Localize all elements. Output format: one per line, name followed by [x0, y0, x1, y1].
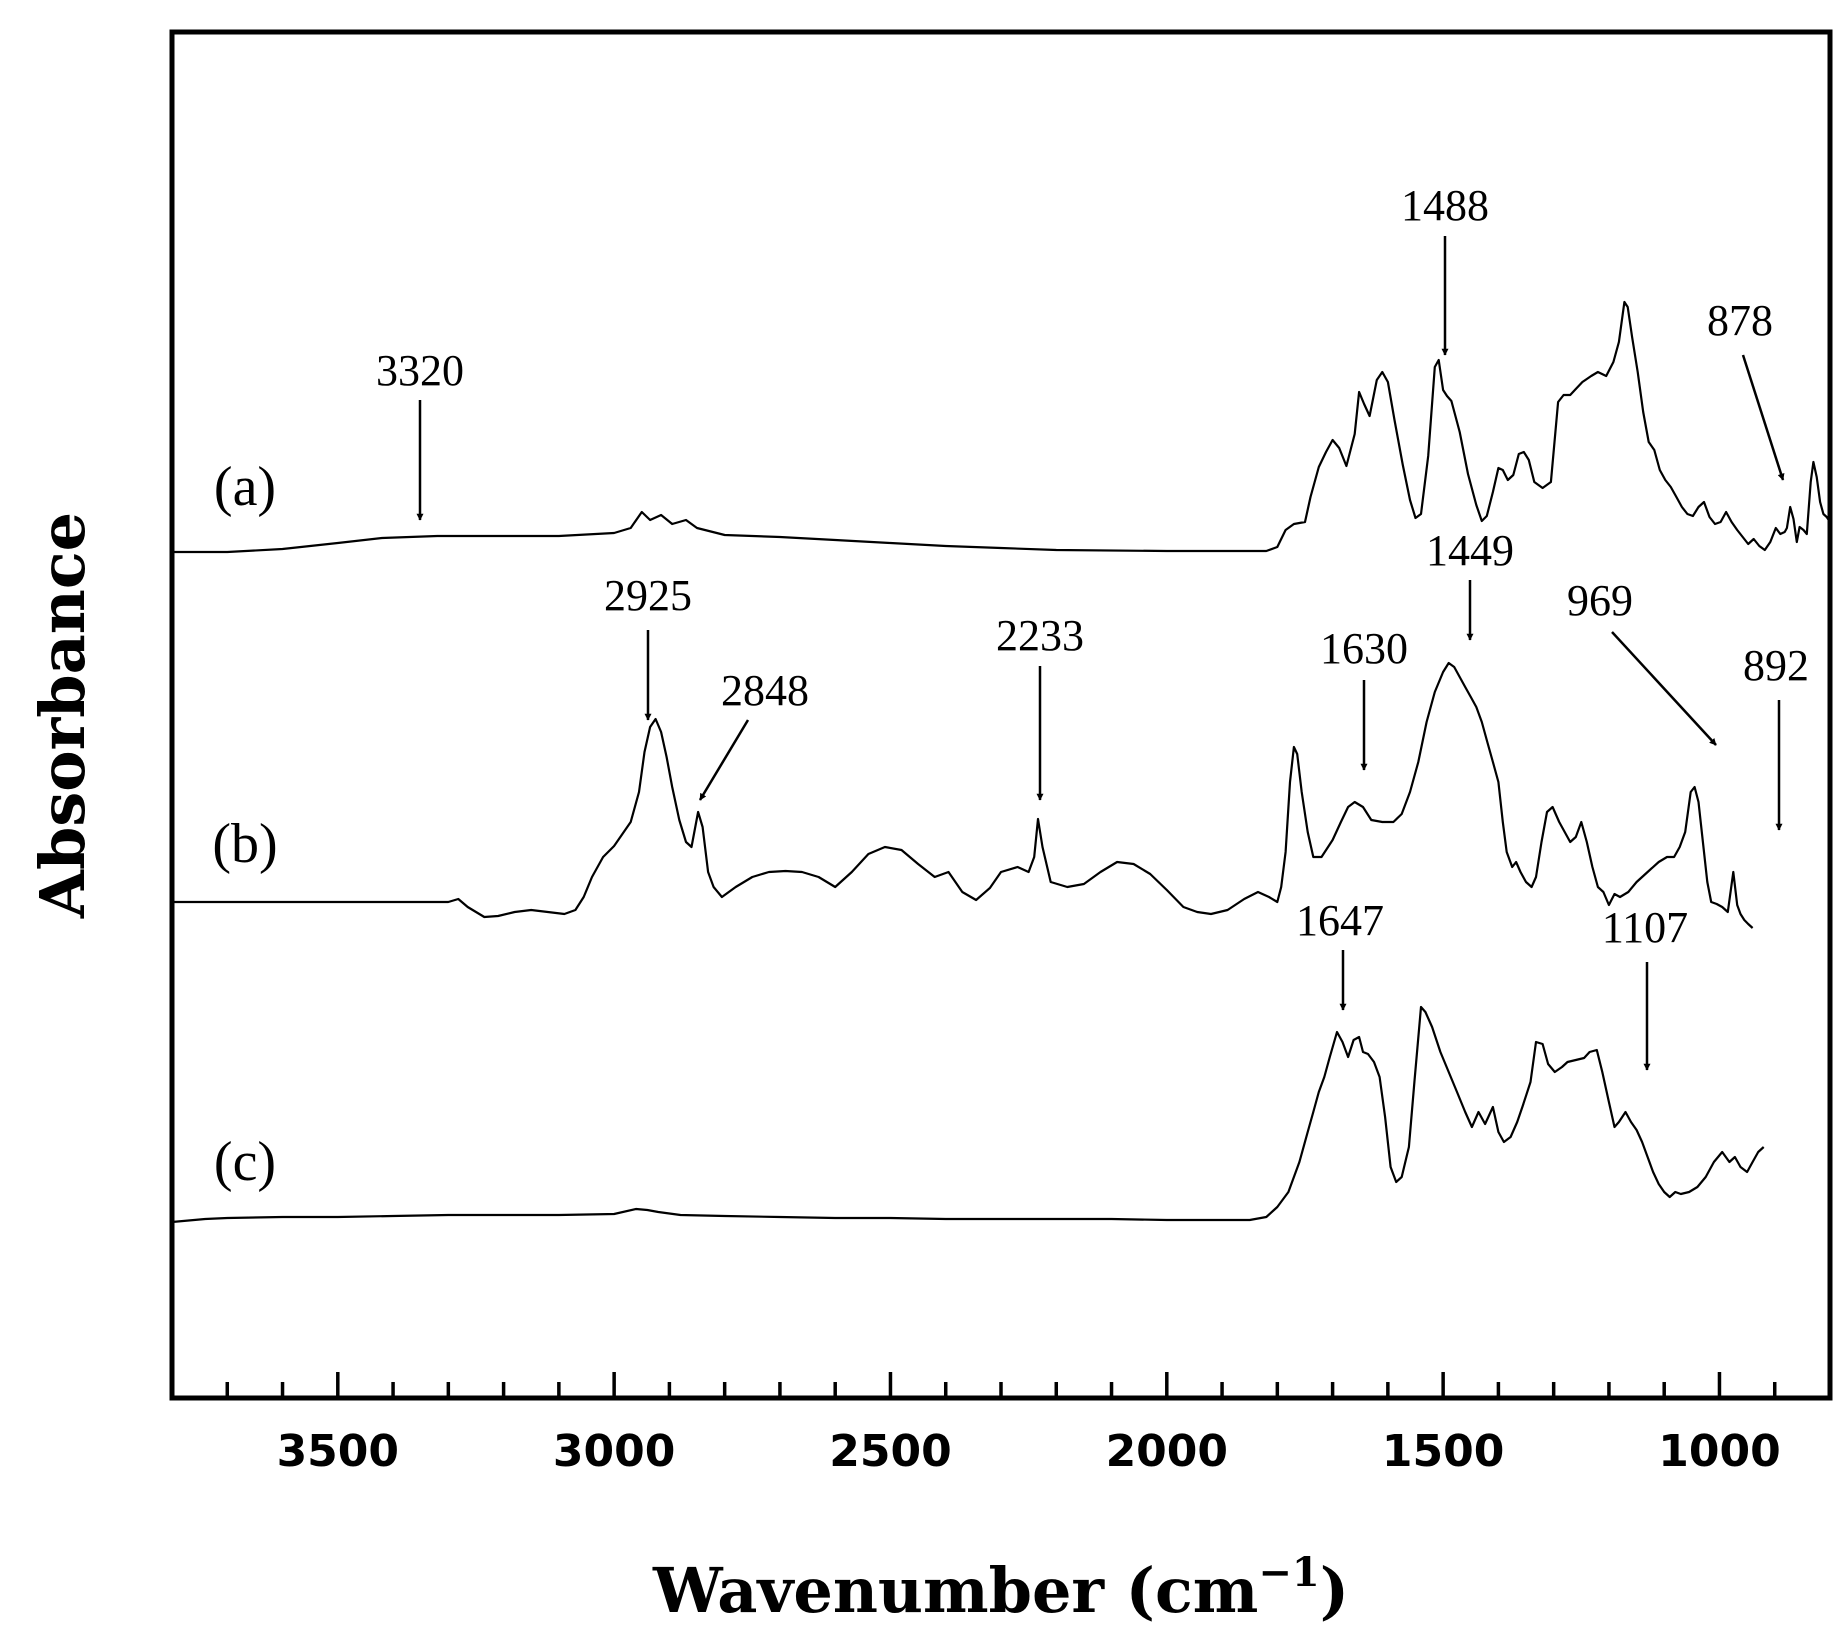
x-tick-label-3000: 3000: [553, 1426, 675, 1477]
annotation-label-1107: 1107: [1602, 903, 1688, 952]
annotation-layer: 3320 1488 878 2925 2848 2233 1630 1449 969 892 164…: [376, 181, 1809, 1071]
annotation-label-878: 878: [1707, 296, 1773, 345]
y-axis-title: Absorbance: [26, 512, 99, 919]
x-axis: 3500 3000 2500 2000 1500 1000: [225, 1372, 1781, 1477]
series-label-a: (a): [214, 456, 276, 518]
annotation-arrow-878: [1741, 354, 1785, 481]
annotation-label-1488: 1488: [1401, 181, 1489, 230]
x-axis-title-main: Wavenumber (cm: [652, 1554, 1258, 1627]
annotation-label-1630: 1630: [1320, 624, 1408, 673]
series-line-b: [172, 661, 1754, 929]
annotation-arrow-2848: [698, 719, 750, 801]
x-tick-label-2000: 2000: [1106, 1426, 1228, 1477]
x-axis-title-close: ): [1320, 1554, 1349, 1627]
plot-frame: [169, 29, 1833, 1401]
annotation-arrow-969: [1611, 631, 1717, 746]
series-line-c: [171, 1005, 1765, 1224]
annotation-label-3320: 3320: [376, 346, 464, 395]
x-tick-label-3500: 3500: [277, 1426, 399, 1477]
x-tick-label-1500: 1500: [1382, 1426, 1504, 1477]
annotation-label-2848: 2848: [721, 666, 809, 715]
x-axis-title: Wavenumber (cm−1): [652, 1549, 1349, 1627]
series-label-c: (c): [214, 1131, 276, 1193]
annotation-label-1647: 1647: [1296, 896, 1384, 945]
x-axis-title-sup: −1: [1258, 1549, 1319, 1596]
series-line-a: [172, 300, 1831, 554]
annotation-label-1449: 1449: [1426, 526, 1514, 575]
annotation-label-2925: 2925: [604, 571, 692, 620]
series-label-b: (b): [212, 813, 277, 875]
series-layer: (a) (b) (c): [171, 300, 1831, 1224]
x-tick-label-1000: 1000: [1658, 1426, 1780, 1477]
annotation-label-969: 969: [1567, 576, 1633, 625]
annotation-label-892: 892: [1743, 641, 1809, 690]
x-tick-label-2500: 2500: [829, 1426, 951, 1477]
annotation-label-2233: 2233: [996, 611, 1084, 660]
